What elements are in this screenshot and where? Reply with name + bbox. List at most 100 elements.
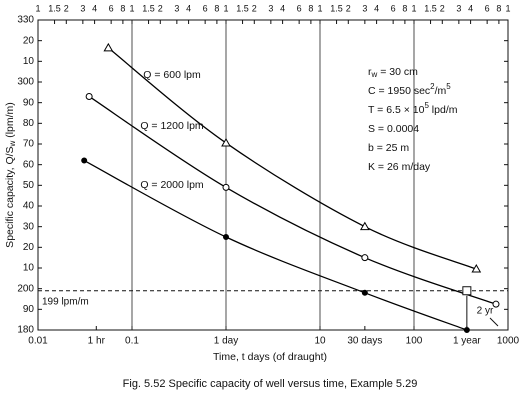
top-tick-label: 1.5 (142, 3, 155, 13)
reference-marker (462, 286, 472, 296)
top-tick-label: 3 (362, 3, 367, 13)
y-tick-label: 60 (23, 159, 35, 170)
y-tick-label: 300 (17, 77, 34, 88)
parameter-part: lpd/m (429, 104, 458, 116)
top-tick-label: 1 (223, 3, 228, 13)
2yr-note: 2 yr (477, 306, 494, 317)
y-tick-label: 330 (17, 15, 34, 26)
top-tick-label: 1 (317, 3, 322, 13)
top-tick-label: 1 (129, 3, 134, 13)
parameter-part: K = 26 m/day (368, 161, 431, 173)
marker (471, 264, 482, 273)
x-tick-label: 1 year (453, 336, 481, 347)
top-tick-label: 8 (120, 3, 125, 13)
parameter-part: w (371, 70, 378, 79)
x-tick-label: 10 (314, 336, 326, 347)
parameter: S = 0.0004 (368, 123, 419, 135)
top-tick-label: 6 (109, 3, 114, 13)
marker (103, 42, 114, 52)
parameter: T = 6.5 × 105 lpd/m (368, 101, 458, 116)
top-tick-label: 6 (297, 3, 302, 13)
y-tick-label: 90 (23, 304, 35, 315)
top-tick-label: 8 (402, 3, 407, 13)
parameter-part: = 30 cm (377, 66, 418, 78)
parameter-part: r (368, 66, 372, 78)
y-tick-label: 50 (23, 180, 35, 191)
reference-label: 199 lpm/m (42, 296, 89, 307)
top-tick-label: 4 (186, 3, 191, 13)
y-label-rest: (lpm/m) (4, 102, 16, 141)
top-tick-label: 8 (214, 3, 219, 13)
top-tick-label: 8 (496, 3, 501, 13)
top-tick-label: 3 (174, 3, 179, 13)
x-tick-label: 30 days (347, 336, 382, 347)
parameter-part: /m (435, 85, 447, 97)
x-tick-label: 1 hr (88, 336, 106, 347)
caption: Fig. 5.52 Specific capacity of well vers… (123, 378, 418, 390)
arrow (489, 317, 499, 327)
top-tick-label: 1 (35, 3, 40, 13)
y-tick-label: 20 (23, 242, 35, 253)
y-tick-label: 10 (23, 56, 35, 67)
parameter-part: C = 1950 sec (368, 85, 430, 97)
x-tick-label: 1 day (214, 336, 238, 347)
marker (359, 221, 370, 231)
top-tick-label: 2 (64, 3, 69, 13)
parameter-part: T = 6.5 × 10 (368, 104, 425, 116)
x-tick-label: 0.1 (125, 336, 139, 347)
parameter: b = 25 m (368, 142, 409, 154)
series-line (88, 95, 497, 305)
marker (463, 327, 470, 333)
top-tick-label: 4 (92, 3, 97, 13)
parameter-part: S = 0.0004 (368, 123, 419, 135)
top-tick-label: 1 (505, 3, 510, 13)
marker (81, 157, 88, 164)
marker (221, 137, 231, 147)
top-tick-label: 2 (346, 3, 351, 13)
marker (222, 183, 230, 191)
series-line (83, 159, 468, 331)
y-tick-label: 70 (23, 139, 35, 150)
parameter: rw = 30 cm (368, 66, 418, 79)
top-tick-label: 3 (456, 3, 461, 13)
top-tick-label: 6 (391, 3, 396, 13)
marker (361, 289, 368, 296)
x-axis-label: Time, t days (of draught) (213, 351, 327, 363)
parameter-part: 5 (424, 101, 429, 110)
top-tick-label: 6 (485, 3, 490, 13)
top-tick-label: 2 (252, 3, 257, 13)
top-tick-label: 1 (411, 3, 416, 13)
top-tick-label: 1.5 (424, 3, 437, 13)
plot-frame (37, 19, 509, 331)
top-tick-label: 8 (308, 3, 313, 13)
y-tick-label: 10 (23, 263, 35, 274)
series-label: Q = 600 lpm (143, 69, 201, 81)
top-tick-label: 1.5 (236, 3, 249, 13)
x-tick-label: 100 (406, 336, 423, 347)
x-tick-label: 1000 (497, 336, 520, 347)
y-label-main: Specific capacity, Q/S (4, 146, 16, 247)
marker (492, 300, 500, 308)
y-label-sub: w (8, 140, 17, 147)
top-tick-label: 4 (468, 3, 473, 13)
top-tick-label: 4 (280, 3, 285, 13)
top-tick-label: 6 (203, 3, 208, 13)
top-tick-label: 2 (440, 3, 445, 13)
parameter-part: 2 (430, 82, 435, 91)
top-tick-label: 4 (374, 3, 379, 13)
series-label: Q = 1200 lpm (140, 120, 204, 132)
top-tick-label: 1.5 (330, 3, 343, 13)
series-line (107, 47, 477, 270)
y-tick-label: 200 (17, 283, 34, 294)
y-tick-label: 30 (23, 221, 35, 232)
series-label: Q = 2000 lpm (140, 179, 204, 191)
parameter-part: 5 (446, 82, 451, 91)
parameter: C = 1950 sec2/m5 (368, 82, 451, 97)
marker (361, 254, 369, 262)
y-tick-label: 180 (17, 325, 34, 336)
y-tick-label: 40 (23, 201, 35, 212)
parameter: K = 26 m/day (368, 161, 431, 173)
top-tick-label: 1.5 (48, 3, 61, 13)
top-tick-label: 3 (80, 3, 85, 13)
